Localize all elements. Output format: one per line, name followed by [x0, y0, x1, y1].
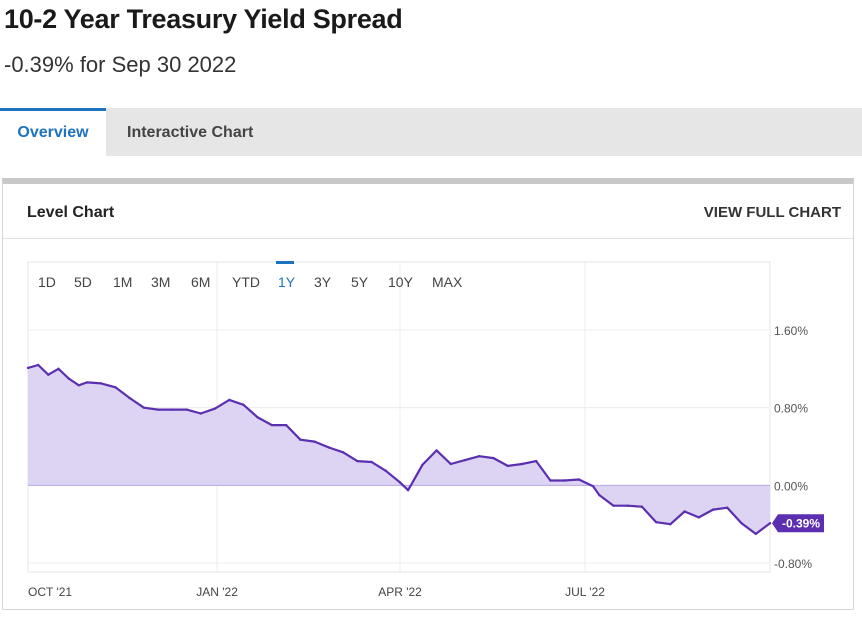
data-point — [520, 462, 524, 466]
data-point — [492, 456, 495, 460]
tab-bar: Overview Interactive Chart — [0, 108, 862, 156]
data-point — [711, 508, 715, 511]
data-point — [598, 493, 601, 497]
y-tick-label: -0.80% — [774, 557, 812, 571]
range-button-1d[interactable]: 1D — [38, 274, 56, 290]
series-area-fill — [28, 365, 770, 534]
series-line — [27, 363, 771, 535]
page-subtitle: -0.39% for Sep 30 2022 — [4, 52, 237, 77]
data-point — [199, 412, 202, 415]
range-button-1m[interactable]: 1M — [113, 274, 133, 290]
data-point — [341, 451, 345, 454]
data-point — [242, 403, 245, 406]
data-point — [740, 522, 743, 525]
data-point — [626, 504, 629, 507]
data-point — [313, 440, 316, 443]
data-point — [577, 478, 581, 481]
data-point — [549, 479, 552, 482]
data-point — [67, 377, 70, 380]
data-point — [506, 464, 509, 468]
data-point — [77, 384, 81, 387]
tab-overview[interactable]: Overview — [0, 108, 106, 156]
data-point — [754, 532, 757, 536]
data-point — [37, 363, 40, 367]
range-button-10y[interactable]: 10Y — [388, 274, 413, 290]
data-point — [449, 462, 452, 466]
data-point — [128, 396, 131, 400]
data-point — [535, 459, 538, 463]
data-point — [669, 523, 672, 526]
data-point — [591, 485, 595, 488]
data-point — [114, 386, 117, 389]
data-point — [435, 449, 438, 452]
y-tick-label: 0.00% — [774, 479, 808, 493]
data-point — [683, 510, 686, 513]
data-point — [285, 423, 288, 427]
data-point — [655, 521, 658, 524]
range-button-6m[interactable]: 6M — [191, 274, 211, 290]
data-point — [213, 407, 217, 410]
range-button-3m[interactable]: 3M — [151, 274, 171, 290]
range-button-5d[interactable]: 5D — [74, 274, 92, 290]
x-tick-label: APR '22 — [378, 585, 422, 599]
x-tick-label: JAN '22 — [196, 585, 238, 599]
data-point — [26, 366, 30, 370]
data-point — [612, 504, 615, 507]
data-point — [384, 469, 387, 472]
view-full-chart-link[interactable]: VIEW FULL CHART — [703, 204, 841, 221]
data-point — [85, 381, 89, 384]
data-point — [299, 438, 302, 441]
data-point — [142, 406, 146, 409]
x-tick-label: JUL '22 — [565, 585, 605, 599]
data-point — [768, 522, 772, 525]
data-point — [356, 459, 359, 463]
data-point — [697, 516, 700, 519]
data-point — [563, 479, 566, 482]
data-point — [270, 423, 274, 427]
data-point — [228, 398, 231, 402]
tab-interactive-chart[interactable]: Interactive Chart — [127, 124, 254, 141]
level-chart-card: Level Chart VIEW FULL CHART — [2, 178, 854, 610]
card-title: Level Chart — [27, 204, 115, 221]
range-button-1y[interactable]: 1Y — [278, 274, 296, 290]
last-value-badge — [772, 514, 824, 533]
data-point — [370, 460, 373, 464]
data-point — [156, 408, 160, 411]
data-point — [640, 505, 644, 508]
data-point — [478, 455, 481, 458]
data-point — [185, 408, 188, 411]
data-point — [327, 446, 331, 449]
x-tick-label: OCT '21 — [28, 585, 72, 599]
last-value-label: -0.39% — [782, 517, 820, 531]
active-range-indicator — [276, 261, 294, 264]
range-button-max[interactable]: MAX — [432, 274, 463, 290]
data-point — [57, 367, 60, 370]
data-point — [398, 481, 402, 484]
range-button-ytd[interactable]: YTD — [232, 274, 260, 290]
page-title: 10-2 Year Treasury Yield Spread — [4, 4, 403, 34]
data-point — [421, 463, 424, 467]
range-button-3y[interactable]: 3Y — [314, 274, 332, 290]
range-button-5y[interactable]: 5Y — [351, 274, 369, 290]
y-tick-label: 1.60% — [774, 324, 808, 338]
data-point — [256, 416, 259, 419]
data-point — [406, 489, 410, 492]
data-point — [463, 458, 467, 462]
data-point — [47, 373, 50, 376]
data-point — [726, 506, 729, 509]
data-point — [100, 382, 103, 385]
card-header: Level Chart VIEW FULL CHART — [3, 184, 853, 239]
y-tick-label: 0.80% — [774, 402, 808, 416]
data-point — [171, 408, 174, 411]
